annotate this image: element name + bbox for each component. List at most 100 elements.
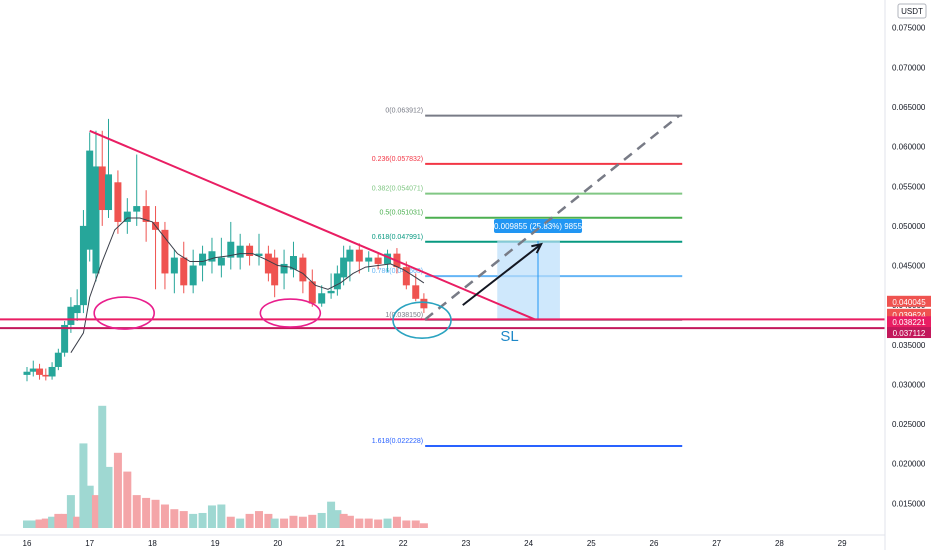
volume-bar <box>298 516 307 528</box>
candle-body <box>114 182 122 222</box>
candle-body <box>73 305 81 314</box>
y-tick-label: 0.015000 <box>892 499 926 508</box>
x-tick-label: 23 <box>461 539 470 548</box>
x-tick-label: 29 <box>838 539 847 548</box>
candle-body <box>327 290 335 294</box>
x-tick-label: 25 <box>587 539 596 548</box>
volume-bar <box>226 516 235 528</box>
y-tick-label: 0.060000 <box>892 143 926 152</box>
projection-badge <box>494 218 583 233</box>
candle-body <box>271 257 279 286</box>
volume-bar <box>419 523 428 528</box>
price-badge <box>887 295 931 307</box>
volume-bar <box>160 504 169 528</box>
candle-body <box>123 211 131 222</box>
candle-body <box>170 257 178 274</box>
candle-body <box>227 241 235 258</box>
circle-marker <box>392 301 452 340</box>
x-tick-label: 17 <box>85 539 94 548</box>
volume-bar <box>179 511 188 528</box>
dashed-target-path <box>424 114 680 321</box>
candle-body <box>208 251 216 262</box>
candle-body <box>346 249 354 262</box>
candle-body <box>29 368 37 372</box>
x-tick-label: 18 <box>148 539 157 548</box>
candle-body <box>412 285 420 299</box>
descending-trendline <box>89 129 536 321</box>
volume-bar <box>236 518 245 528</box>
y-tick-label: 0.050000 <box>892 222 926 231</box>
candle-body <box>86 150 94 250</box>
candle-body <box>280 263 288 274</box>
volume-bar <box>264 513 273 528</box>
volume-bar <box>48 516 57 528</box>
price-badge <box>887 316 931 328</box>
volume-bar <box>151 499 160 528</box>
ma-line <box>70 217 425 353</box>
x-tick-label: 28 <box>775 539 784 548</box>
volume-bar <box>254 511 263 528</box>
volume-bar <box>98 405 107 528</box>
fib-level-label: 0.236(0.057832) <box>372 156 423 163</box>
candle-body <box>180 257 188 286</box>
candle-body <box>161 229 169 274</box>
volume-bar <box>339 513 348 528</box>
candle-body <box>23 371 31 375</box>
candle-body <box>289 256 297 270</box>
volume-bar <box>113 452 122 528</box>
volume-bar <box>142 497 151 528</box>
x-tick-label: 22 <box>399 539 408 548</box>
candle-body <box>255 253 263 257</box>
candle-body <box>199 253 207 266</box>
projection-box: 0.009855 (25.83%) 9855 <box>494 218 583 320</box>
price-badge-label: 0.038221 <box>892 318 926 327</box>
candle-body <box>420 298 428 309</box>
currency-text: USDT <box>901 7 923 16</box>
candle-body <box>402 267 410 286</box>
volume-bar <box>54 513 63 528</box>
volume-bar <box>85 485 94 528</box>
volume-bar <box>364 518 373 528</box>
x-tick-label: 24 <box>524 539 533 548</box>
volume-bar <box>411 520 420 528</box>
candle-body <box>67 306 75 325</box>
volume-bar <box>289 515 298 528</box>
volume-bar <box>189 513 198 528</box>
volume-bar <box>132 495 141 528</box>
candle-body <box>374 257 382 264</box>
candle-body <box>79 225 87 306</box>
x-tick-label: 19 <box>211 539 220 548</box>
volume-bar <box>60 513 69 528</box>
volume-bar <box>207 505 216 528</box>
price-badge-label: 0.040045 <box>892 298 926 307</box>
x-tick-label: 27 <box>712 539 721 548</box>
candle-body <box>54 352 62 367</box>
volume-bar <box>104 466 113 528</box>
candle-body <box>142 206 150 222</box>
y-tick-label: 0.020000 <box>892 460 926 469</box>
candle-body <box>333 273 341 290</box>
volume-bar <box>345 515 354 528</box>
volume-bar <box>123 471 132 528</box>
candle-body <box>189 265 197 286</box>
candle-body <box>92 166 100 274</box>
candle-body <box>133 206 141 212</box>
y-tick-label: 0.075000 <box>892 24 926 33</box>
volume-bar <box>374 519 383 528</box>
volume-bar <box>392 516 401 528</box>
candle-body <box>299 257 307 282</box>
y-tick-label: 0.035000 <box>892 341 926 350</box>
fib-level-label: 0(0.063912) <box>385 108 423 115</box>
candle-body <box>42 374 50 377</box>
candle-body <box>246 245 254 257</box>
candle-body <box>98 166 106 211</box>
volume-bar <box>355 518 364 528</box>
currency-label: USDT <box>897 3 927 19</box>
volume-bar <box>333 510 342 528</box>
volume-bar <box>245 513 254 528</box>
fib-level-label: 0.618(0.047991) <box>372 234 423 241</box>
fib-level-label: 0.5(0.051031) <box>380 210 424 217</box>
volume-bar <box>91 495 100 528</box>
